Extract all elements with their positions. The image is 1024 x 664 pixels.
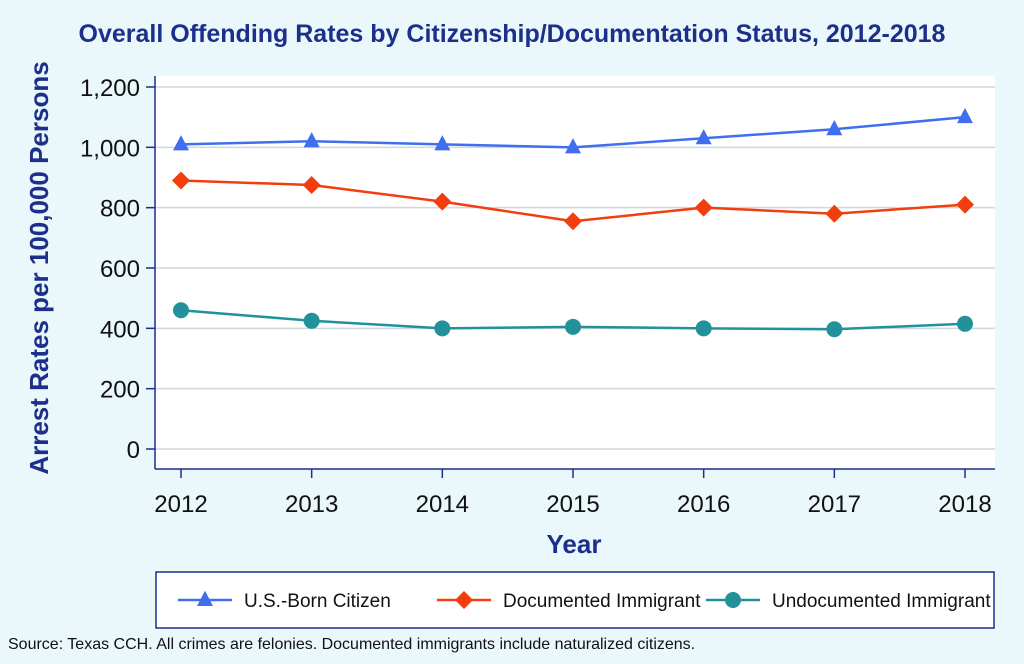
legend-label: Documented Immigrant (503, 591, 701, 612)
data-point (433, 192, 452, 211)
legend-box (155, 571, 995, 629)
data-point (957, 315, 973, 332)
data-point (956, 195, 974, 214)
data-point (303, 132, 320, 148)
legend-marker-triangle (197, 590, 213, 606)
data-point (173, 135, 189, 151)
legend: U.S.-Born Citizen Documented Immigrant Und… (155, 571, 995, 629)
data-point (695, 129, 712, 145)
y-tick-label: 200 (100, 377, 140, 404)
data-point (825, 204, 844, 223)
data-point (302, 176, 321, 195)
y-axis-label: Arrest Rates per 100,000 Persons (24, 61, 54, 474)
x-tick-label: 2016 (677, 491, 730, 518)
y-tick-label: 1,000 (80, 135, 140, 162)
legend-label: U.S.-Born Citizen (244, 591, 391, 612)
legend-label: Undocumented Immigrant (772, 591, 991, 612)
legend-entries: U.S.-Born Citizen Documented Immigrant Und… (178, 590, 991, 612)
data-point (303, 312, 320, 329)
data-point (826, 321, 843, 338)
data-point (694, 198, 713, 217)
x-tick-label: 2013 (285, 491, 338, 518)
x-tick-label: 2017 (808, 491, 861, 518)
axes: 0 200 400 600 800 1,000 1,200 2012 2013 2014 2015 2… (80, 75, 995, 518)
x-axis-label: Year (547, 529, 602, 559)
x-tick-label: 2012 (154, 491, 207, 518)
plot-area (155, 76, 995, 469)
chart-title: Overall Offending Rates by Citizenship/D… (79, 20, 946, 48)
data-point (172, 171, 190, 190)
series-circle (173, 302, 973, 338)
x-tick-label: 2018 (938, 491, 991, 518)
y-tick-label: 600 (100, 256, 140, 283)
legend-marker-circle (725, 592, 741, 608)
legend-entry: U.S.-Born Citizen (178, 590, 391, 612)
data-point (173, 302, 189, 319)
data-point (434, 135, 451, 151)
legend-entry: Documented Immigrant (437, 591, 701, 612)
data-point (565, 318, 581, 335)
data-point (565, 138, 581, 154)
y-tick-label: 0 (127, 437, 140, 464)
x-tick-label: 2015 (546, 491, 599, 518)
data-point (564, 212, 582, 231)
y-tick-label: 800 (100, 196, 140, 223)
series-triangle (173, 107, 973, 154)
y-tick-label: 1,200 (80, 75, 140, 102)
x-tick-label: 2014 (416, 491, 469, 518)
data-point (434, 320, 451, 337)
source-note: Source: Texas CCH. All crimes are feloni… (8, 636, 696, 653)
series-layer (172, 107, 974, 338)
data-point (957, 107, 973, 124)
data-point (826, 120, 843, 136)
data-point (695, 320, 712, 337)
legend-entry: Undocumented Immigrant (706, 591, 991, 612)
legend-marker-diamond (455, 591, 473, 609)
y-tick-label: 400 (100, 316, 140, 343)
series-diamond (172, 171, 974, 231)
